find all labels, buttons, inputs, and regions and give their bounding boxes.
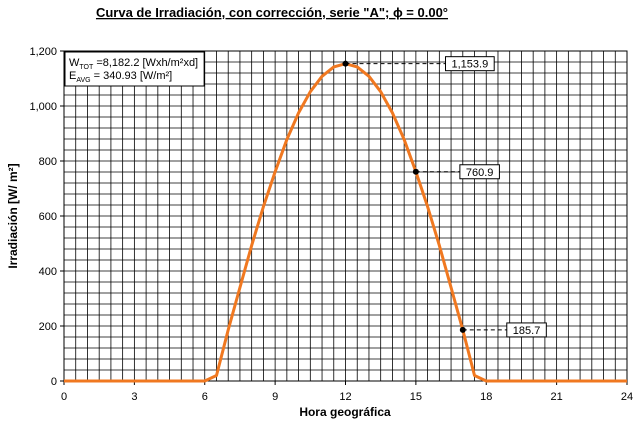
x-tick-label: 24 bbox=[621, 391, 633, 403]
x-tick-label: 18 bbox=[480, 391, 492, 403]
y-tick-label: 800 bbox=[39, 156, 57, 168]
x-tick-label: 9 bbox=[272, 391, 278, 403]
y-axis-label: Irradiación [W/ m²] bbox=[6, 163, 20, 268]
info-box-frame bbox=[64, 51, 205, 87]
plot-border bbox=[63, 50, 628, 382]
x-tick-label: 12 bbox=[339, 391, 351, 403]
info-text: =8,182.2 [Wxh/m²xd] bbox=[93, 57, 198, 69]
info-subscript: TOT bbox=[79, 64, 94, 71]
info-line: EAVG = 340.93 [W/m²] bbox=[69, 70, 172, 84]
annotation-label: 1,153.9 bbox=[452, 59, 489, 71]
x-tick-label: 3 bbox=[131, 391, 137, 403]
x-tick-label: 15 bbox=[410, 391, 422, 403]
info-symbol: E bbox=[69, 70, 76, 82]
info-line: WTOT =8,182.2 [Wxh/m²xd] bbox=[69, 57, 198, 71]
annotation-box bbox=[506, 322, 547, 338]
y-tick-label: 600 bbox=[39, 211, 57, 223]
info-subscript: AVG bbox=[76, 77, 90, 84]
annotation-label: 760.9 bbox=[466, 167, 494, 179]
annotation-point bbox=[342, 60, 349, 67]
annotation-label: 185.7 bbox=[513, 325, 541, 337]
annotation-point bbox=[459, 326, 466, 333]
y-tick-label: 1,000 bbox=[29, 101, 57, 113]
x-tick-label: 0 bbox=[61, 391, 67, 403]
y-tick-label: 200 bbox=[39, 321, 57, 333]
y-tick-label: 0 bbox=[51, 376, 57, 388]
info-symbol: W bbox=[69, 57, 80, 69]
x-tick-label: 21 bbox=[551, 391, 563, 403]
info-text: = 340.93 [W/m²] bbox=[91, 70, 173, 82]
chart-title: Curva de Irradiación, con corrección, se… bbox=[96, 5, 448, 20]
annotation-box bbox=[459, 164, 500, 180]
y-tick-label: 1,200 bbox=[29, 46, 57, 58]
annotation-box bbox=[445, 56, 495, 72]
annotation-point bbox=[412, 168, 419, 175]
x-axis-label: Hora geográfica bbox=[299, 405, 391, 419]
x-tick-label: 6 bbox=[202, 391, 208, 403]
info-box: WTOT =8,182.2 [Wxh/m²xd]EAVG = 340.93 [W… bbox=[64, 51, 205, 87]
y-tick-label: 400 bbox=[39, 266, 57, 278]
